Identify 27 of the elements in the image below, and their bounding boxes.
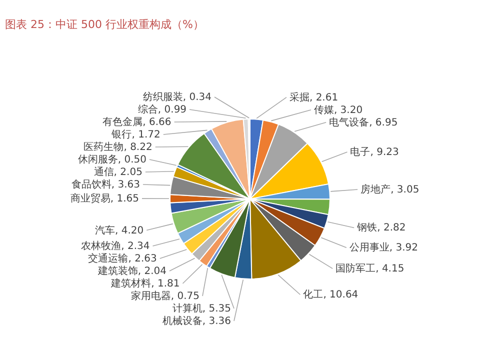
slice-label: 综合, 0.99 [138, 104, 187, 116]
slice-label: 机械设备, 3.36 [162, 315, 231, 327]
slice-label: 公用事业, 3.92 [349, 242, 418, 254]
slice-label: 农林牧渔, 2.34 [81, 240, 150, 252]
slice-label: 电气设备, 6.95 [329, 116, 398, 128]
slice-label: 计算机, 5.35 [172, 302, 231, 314]
slice-label: 家用电器, 0.75 [130, 290, 200, 302]
slice-label: 汽车, 4.20 [94, 224, 144, 236]
slice-label: 通信, 2.05 [94, 166, 142, 178]
slice-label: 银行, 1.72 [110, 130, 160, 141]
slice-label: 医药生物, 8.22 [84, 141, 152, 154]
slice-label: 电子, 9.23 [350, 146, 399, 158]
slice-label: 房地产, 3.05 [360, 183, 420, 196]
slice-label: 建筑材料, 1.81 [110, 278, 180, 290]
slice-label: 采掘, 2.61 [289, 91, 338, 104]
slice-label: 钢铁, 2.82 [356, 222, 406, 234]
slice-label: 纺织服装, 0.34 [142, 91, 212, 104]
slice-label: 化工, 10.64 [303, 288, 358, 301]
slice-label: 传媒, 3.20 [314, 104, 363, 116]
chart-title: 图表 25：中证 500 行业权重构成（%） [5, 18, 204, 31]
slice-label: 建筑装饰, 2.04 [96, 265, 166, 277]
slice-label: 商业贸易, 1.65 [70, 192, 139, 205]
slice-label: 休闲服务, 0.50 [78, 154, 146, 166]
slice-label: 有色金属, 6.66 [102, 116, 172, 128]
slice-label: 国防军工, 4.15 [336, 262, 404, 275]
slice-label: 交通运输, 2.63 [88, 252, 157, 264]
slice-label: 食品饮料, 3.63 [71, 178, 140, 191]
